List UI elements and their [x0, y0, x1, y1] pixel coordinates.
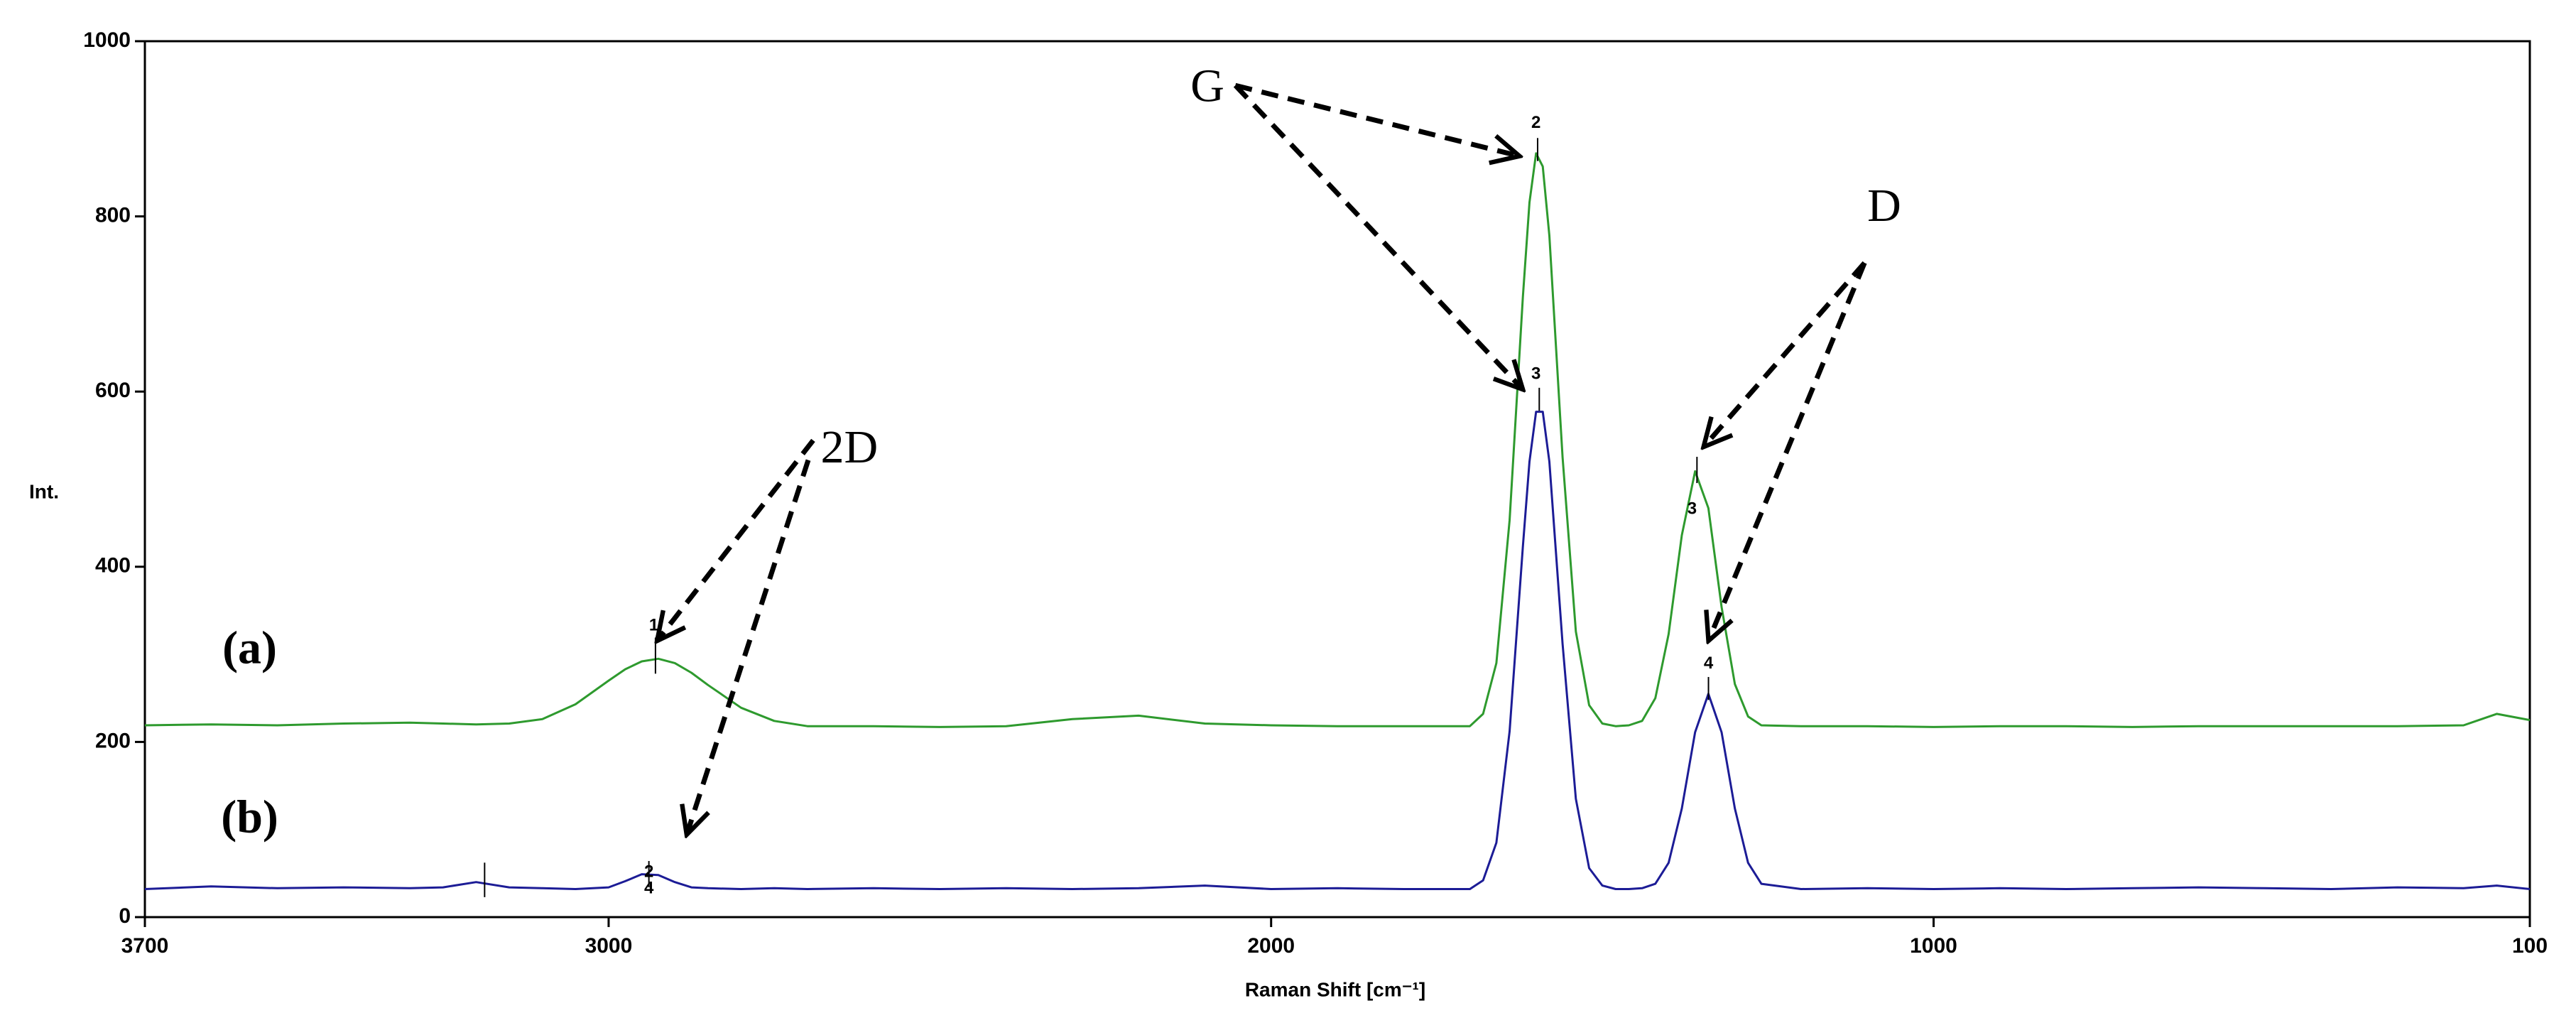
arrow [1704, 261, 1866, 447]
peak-label: 3 [1688, 499, 1697, 518]
x-tick-label: 100 [2512, 934, 2548, 958]
arrow [1234, 82, 1519, 156]
x-tick-label: 1000 [1910, 934, 1957, 958]
annotation: 2D [820, 421, 878, 473]
x-tick-label: 3700 [121, 934, 169, 958]
y-tick-label: 200 [95, 729, 131, 752]
peak-label: 4 [644, 879, 654, 898]
y-tick-label: 600 [95, 379, 131, 402]
spectrum-line [144, 411, 2531, 890]
peak-label: 4 [1704, 654, 1714, 673]
arrow [657, 438, 815, 641]
y-tick-label: 0 [119, 904, 131, 928]
peak-label: 2 [1531, 113, 1540, 132]
peak-label: 1 [649, 616, 658, 635]
y-tick-label: 1000 [83, 28, 131, 52]
arrow [1709, 261, 1867, 641]
x-tick-label: 3000 [585, 934, 633, 958]
series-label: (a) [222, 622, 277, 673]
arrow [1233, 83, 1523, 389]
annotation: D [1867, 180, 1901, 232]
x-axis-label: Raman Shift [cm⁻¹] [1245, 978, 1425, 1000]
annotation: G [1190, 60, 1224, 112]
x-tick-label: 2000 [1247, 934, 1295, 958]
peak-label: 2 [644, 862, 653, 882]
y-axis-label: Int. [29, 480, 59, 502]
plot-frame [143, 40, 2531, 919]
series-label: (b) [221, 791, 278, 843]
y-tick-label: 800 [95, 204, 131, 227]
spectrum-line [144, 152, 2531, 728]
peak-label: 3 [1531, 364, 1540, 384]
arrow [687, 459, 811, 835]
y-tick-label: 400 [95, 554, 131, 578]
